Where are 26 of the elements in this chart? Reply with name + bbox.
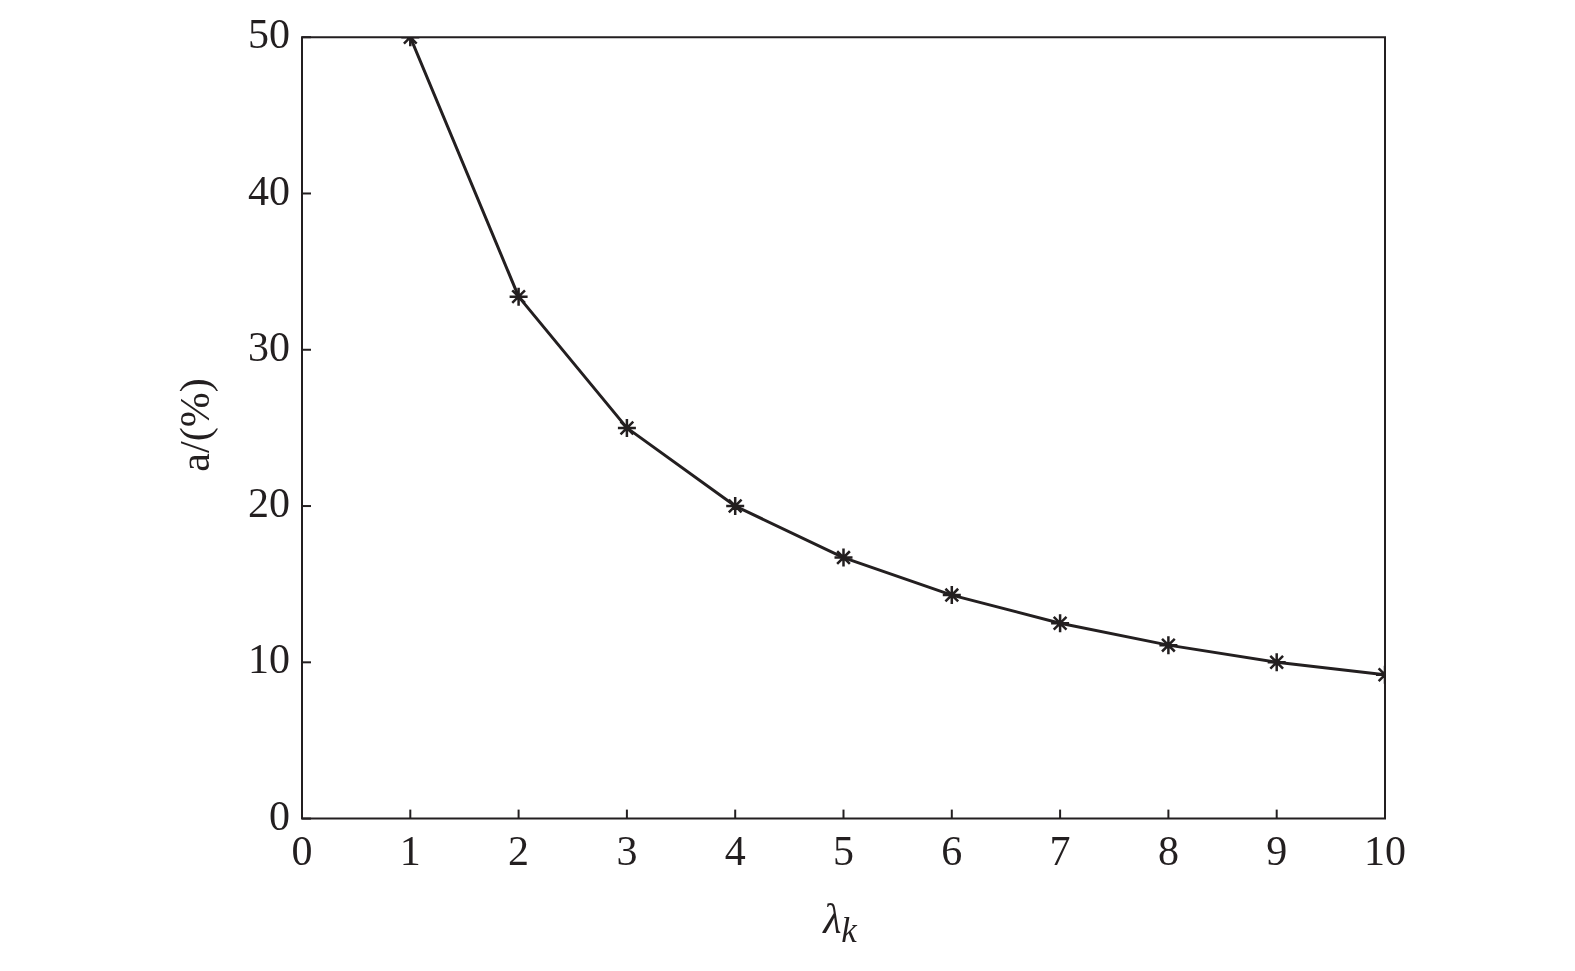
x-axis-title: λ$_{k}$ [821, 895, 859, 952]
x-tick-label: 2 [508, 827, 530, 874]
y-tick-label: 0 [269, 792, 290, 839]
point [724, 495, 746, 517]
point [833, 547, 854, 568]
point [508, 286, 529, 307]
y-tick-label: 50 [248, 11, 290, 58]
point [1049, 613, 1071, 634]
x-tick-label: 4 [724, 827, 746, 874]
x-tick-label: 8 [1157, 827, 1179, 874]
y-tick-label: 10 [248, 636, 290, 683]
y-axis-title: a/(%) [171, 378, 219, 472]
x-tick-label: 3 [616, 827, 638, 874]
x-tick-label: 6 [941, 827, 963, 874]
y-tick-label: 40 [248, 167, 290, 214]
x-tick-label: 1 [399, 827, 421, 874]
x-tick-label: 7 [1049, 827, 1071, 874]
x-tick-label: 9 [1266, 827, 1288, 874]
y-tick-label: 30 [248, 323, 290, 370]
point [616, 417, 638, 439]
point [1158, 634, 1179, 656]
x-tick-label: 10 [1364, 827, 1406, 874]
point [1266, 652, 1287, 673]
y-tick-label: 20 [248, 480, 290, 527]
x-tick-label: 5 [833, 827, 854, 874]
point [941, 584, 963, 606]
